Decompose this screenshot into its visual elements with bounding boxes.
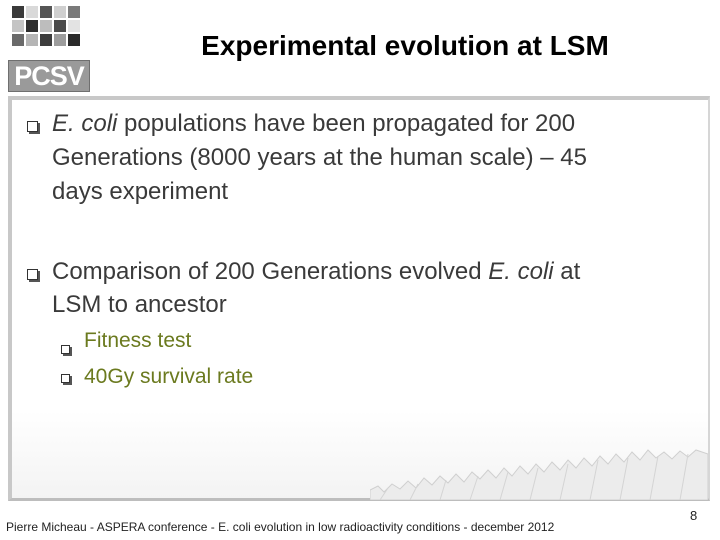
footer-text: Pierre Micheau - ASPERA conference - E. … xyxy=(6,520,555,534)
subitem-fitness-test: Fitness test xyxy=(84,329,192,352)
slide-title: Experimental evolution at LSM xyxy=(201,30,609,61)
bullet-2-marker-icon xyxy=(27,269,38,280)
content-frame xyxy=(8,96,710,501)
grass-decoration xyxy=(370,449,708,500)
bullet-2-line-1: Comparison of 200 Generations evolved E.… xyxy=(52,256,580,288)
bullet-1-emphasis: E. coli xyxy=(52,110,118,137)
subitem-2-marker-icon xyxy=(61,374,70,383)
pcsv-logo: PCSV xyxy=(6,4,90,92)
subitem-survival-rate: 40Gy survival rate xyxy=(84,365,254,388)
bullet-1-marker-icon xyxy=(27,121,38,132)
bullet-2-line-2: LSM to ancestor xyxy=(52,291,227,318)
logo-square-grid xyxy=(12,6,80,46)
bullet-1-line-1-rest: populations have been propagated for 200 xyxy=(117,110,576,137)
bullet-1-line-1: E. coli populations have been propagated… xyxy=(52,108,575,140)
bullet-2-line-1-post: at xyxy=(553,258,581,285)
page-number: 8 xyxy=(690,508,698,523)
bullet-1-line-2: Generations (8000 years at the human sca… xyxy=(52,144,587,171)
subitem-1-marker-icon xyxy=(61,345,70,354)
bullet-2-emphasis: E. coli xyxy=(488,258,554,285)
bullet-1-line-3: days experiment xyxy=(52,178,229,205)
bullet-2-line-1-pre: Comparison of 200 Generations evolved xyxy=(52,258,489,285)
logo-wordmark: PCSV xyxy=(8,60,90,92)
